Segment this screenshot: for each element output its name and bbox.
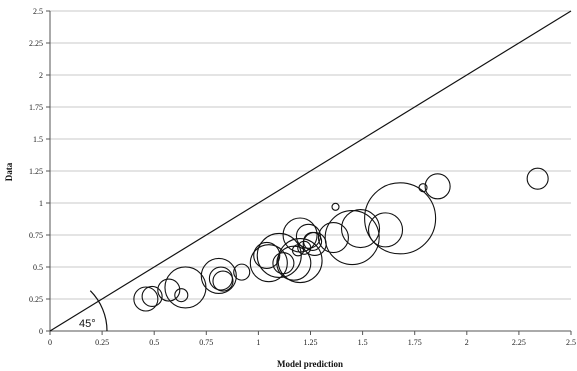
data-point-bubble bbox=[526, 167, 549, 190]
data-point-bubble bbox=[133, 286, 159, 312]
data-point-bubble bbox=[200, 257, 237, 295]
gridlines bbox=[50, 10, 571, 300]
y-tick-label: 1.5 bbox=[33, 135, 43, 144]
reference-line-group bbox=[49, 10, 572, 332]
x-tick-label: 2.25 bbox=[512, 338, 526, 347]
data-point-bubble bbox=[364, 182, 437, 255]
data-point-bubble bbox=[367, 212, 404, 248]
y-tick-label: 2.25 bbox=[29, 39, 43, 48]
y-tick-label: 1.75 bbox=[29, 103, 43, 112]
data-point-bubble bbox=[141, 285, 163, 307]
y-tick-label: 0 bbox=[39, 327, 43, 336]
x-tick-label: 1.25 bbox=[304, 338, 318, 347]
data-point-bubble bbox=[324, 210, 380, 266]
y-tick-label: 0.25 bbox=[29, 295, 43, 304]
data-point-bubble bbox=[277, 238, 323, 284]
x-axis-title: Model prediction bbox=[277, 359, 343, 369]
y-tick-label: 2 bbox=[39, 71, 43, 80]
y-tick-label: 0.75 bbox=[29, 231, 43, 240]
y-tick-label: 1.25 bbox=[29, 167, 43, 176]
data-point-bubble bbox=[272, 252, 295, 275]
x-tick-label: 0.75 bbox=[199, 338, 213, 347]
data-point-bubble bbox=[253, 241, 281, 270]
data-point-bubble bbox=[331, 202, 340, 211]
y-tick-label: 1 bbox=[39, 199, 43, 208]
data-point-bubble bbox=[424, 173, 451, 200]
y-axis-title: Data bbox=[4, 162, 14, 181]
data-point-bubble bbox=[303, 231, 323, 251]
x-tick-label: 1.75 bbox=[408, 338, 422, 347]
data-point-bubble bbox=[212, 270, 234, 292]
reference-line-45 bbox=[49, 10, 572, 332]
data-point-bubble bbox=[157, 278, 181, 302]
x-tick-label: 2.5 bbox=[566, 338, 576, 347]
x-tick-label: 0.5 bbox=[149, 338, 159, 347]
x-tick-label: 1 bbox=[256, 338, 260, 347]
y-tick-label: 0.5 bbox=[33, 263, 43, 272]
data-point-bubble bbox=[317, 222, 349, 254]
x-tick-label: 2 bbox=[465, 338, 469, 347]
axes bbox=[46, 10, 572, 335]
data-point-bubble bbox=[233, 263, 251, 281]
data-point-bubble bbox=[174, 288, 189, 303]
angle-annotation: 45° bbox=[79, 318, 96, 330]
data-point-bubble bbox=[282, 217, 318, 253]
x-tick-label: 0 bbox=[48, 338, 52, 347]
y-tick-label: 2.5 bbox=[33, 7, 43, 16]
y-tick-labels: 0 0.25 0.5 0.75 1 1.25 1.5 1.75 2 2.25 2.5 bbox=[29, 7, 43, 336]
angle-arc bbox=[89, 290, 108, 332]
data-point-bubble bbox=[249, 244, 288, 283]
x-tick-labels: 0 0.25 0.5 0.75 1 1.25 1.5 1.75 2 2.25 2.5 bbox=[48, 338, 576, 347]
bubbles bbox=[133, 167, 549, 312]
x-tick-label: 0.25 bbox=[95, 338, 109, 347]
data-point-bubble bbox=[164, 266, 207, 309]
x-tick-label: 1.5 bbox=[358, 338, 368, 347]
data-point-bubble bbox=[340, 209, 381, 249]
data-point-bubble bbox=[256, 232, 302, 279]
data-point-bubble bbox=[418, 183, 428, 193]
